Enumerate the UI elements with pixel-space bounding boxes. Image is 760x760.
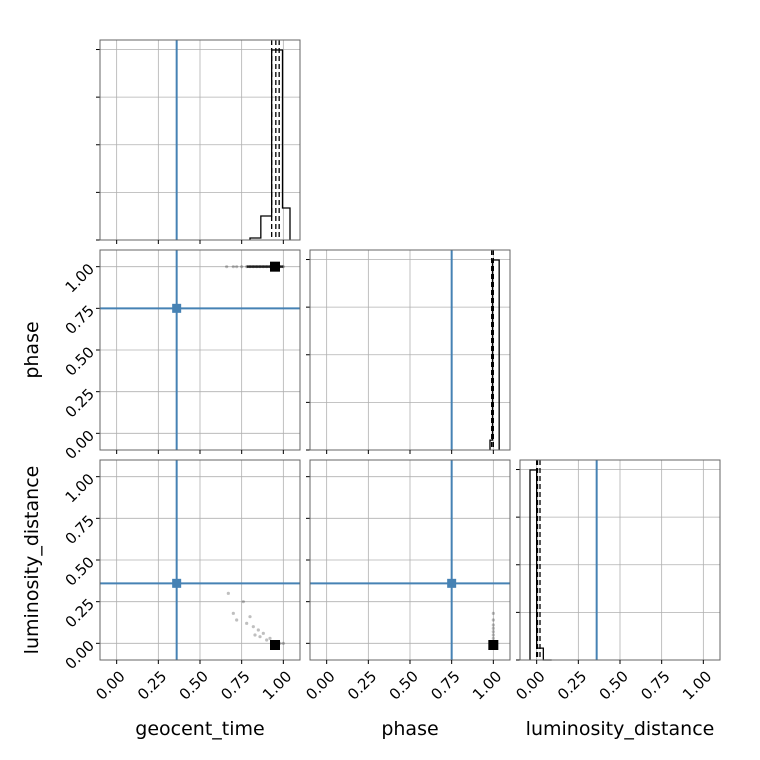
xtick-label-geocent_time-2: 0.50 — [176, 667, 212, 703]
xtick-label-geocent_time-1: 0.25 — [134, 667, 170, 703]
xtick-label-luminosity_distance-0: 0.00 — [512, 667, 548, 703]
sample-point-geocent_time-vs-luminosity_distance-4 — [245, 621, 249, 625]
xtick-label-geocent_time-3: 0.75 — [217, 667, 253, 703]
sample-point-geocent_time-vs-luminosity_distance-2 — [235, 618, 239, 622]
yaxis-label-phase: phase — [21, 321, 43, 378]
sample-point-geocent_time-vs-luminosity_distance-11 — [265, 638, 269, 642]
ytick-label-phase-0: 0.00 — [62, 427, 98, 463]
sample-point-phase-vs-luminosity_distance-0 — [491, 611, 495, 615]
sample-point-phase-vs-luminosity_distance-4 — [491, 630, 495, 634]
sample-point-geocent_time-vs-luminosity_distance-6 — [251, 625, 255, 629]
sample-point-geocent_time-vs-luminosity_distance-10 — [261, 631, 265, 635]
sample-point-geocent_time-vs-luminosity_distance-5 — [248, 615, 252, 619]
sample-point-geocent_time-vs-luminosity_distance-3 — [241, 600, 245, 604]
sample-point-geocent_time-vs-luminosity_distance-8 — [256, 628, 260, 632]
xtick-label-phase-0: 0.00 — [302, 667, 338, 703]
histogram-phase — [489, 259, 500, 450]
ytick-label-luminosity_distance-4: 1.00 — [62, 470, 98, 506]
xaxis-label-luminosity_distance: luminosity_distance — [526, 718, 715, 740]
xtick-label-phase-2: 0.50 — [386, 667, 422, 703]
xtick-label-geocent_time-4: 1.00 — [259, 667, 295, 703]
sample-point-geocent_time-vs-phase-1 — [231, 265, 235, 269]
xtick-label-phase-3: 0.75 — [427, 667, 463, 703]
ytick-label-luminosity_distance-2: 0.50 — [62, 553, 98, 589]
sample-point-phase-vs-luminosity_distance-5 — [491, 633, 495, 637]
sample-point-phase-vs-luminosity_distance-3 — [491, 626, 495, 630]
ytick-label-luminosity_distance-1: 0.25 — [62, 595, 98, 631]
xtick-label-luminosity_distance-2: 0.50 — [596, 667, 632, 703]
sample-point-phase-vs-luminosity_distance-6 — [491, 636, 495, 640]
sample-point-geocent_time-vs-luminosity_distance-9 — [258, 635, 262, 639]
sample-point-geocent_time-vs-phase-3 — [240, 265, 244, 269]
sample-point-geocent_time-vs-phase-2 — [235, 265, 239, 269]
xtick-label-luminosity_distance-1: 0.25 — [554, 667, 590, 703]
yaxis-label-luminosity_distance: luminosity_distance — [21, 466, 43, 655]
xtick-label-luminosity_distance-4: 1.00 — [679, 667, 715, 703]
sample-point-phase-vs-luminosity_distance-1 — [491, 618, 495, 622]
truth-marker-phase-vs-luminosity_distance — [447, 578, 457, 588]
xtick-label-phase-1: 0.25 — [344, 667, 380, 703]
xtick-label-geocent_time-0: 0.00 — [92, 667, 128, 703]
sample-point-geocent_time-vs-luminosity_distance-12 — [268, 636, 272, 640]
ytick-label-phase-4: 1.00 — [62, 260, 98, 296]
xtick-label-luminosity_distance-3: 0.75 — [637, 667, 673, 703]
truth-marker-geocent_time-vs-luminosity_distance — [172, 578, 182, 588]
sample-point-phase-vs-luminosity_distance-2 — [491, 623, 495, 627]
xtick-label-phase-4: 1.00 — [469, 667, 505, 703]
truth-marker-geocent_time-vs-phase — [172, 303, 182, 313]
density-peak-phase-vs-luminosity_distance — [488, 640, 499, 650]
sample-point-geocent_time-vs-luminosity_distance-7 — [253, 633, 257, 637]
xaxis-label-geocent_time: geocent_time — [135, 718, 264, 740]
ytick-label-phase-2: 0.50 — [62, 343, 98, 379]
xaxis-label-phase: phase — [381, 718, 438, 740]
ytick-label-luminosity_distance-3: 0.75 — [62, 512, 98, 548]
sample-point-geocent_time-vs-luminosity_distance-1 — [231, 611, 235, 615]
ytick-label-luminosity_distance-0: 0.00 — [62, 637, 98, 673]
sample-point-geocent_time-vs-luminosity_distance-0 — [226, 591, 230, 595]
density-peak-geocent_time-vs-luminosity_distance — [270, 640, 280, 650]
sample-point-geocent_time-vs-luminosity_distance-16 — [281, 641, 285, 645]
sample-point-geocent_time-vs-phase-0 — [225, 265, 229, 269]
ytick-label-phase-1: 0.25 — [62, 385, 98, 421]
ytick-label-phase-3: 0.75 — [62, 302, 98, 338]
